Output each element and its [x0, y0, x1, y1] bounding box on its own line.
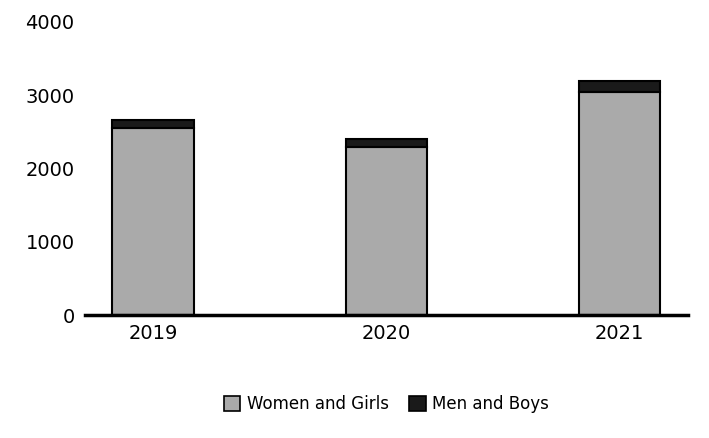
Bar [345, 147, 428, 315]
Bar [113, 127, 194, 315]
Legend: Women and Girls, Men and Boys: Women and Girls, Men and Boys [217, 388, 556, 420]
Bar [579, 92, 660, 315]
Bar [345, 139, 428, 147]
Bar [113, 120, 194, 127]
Bar [579, 81, 660, 92]
